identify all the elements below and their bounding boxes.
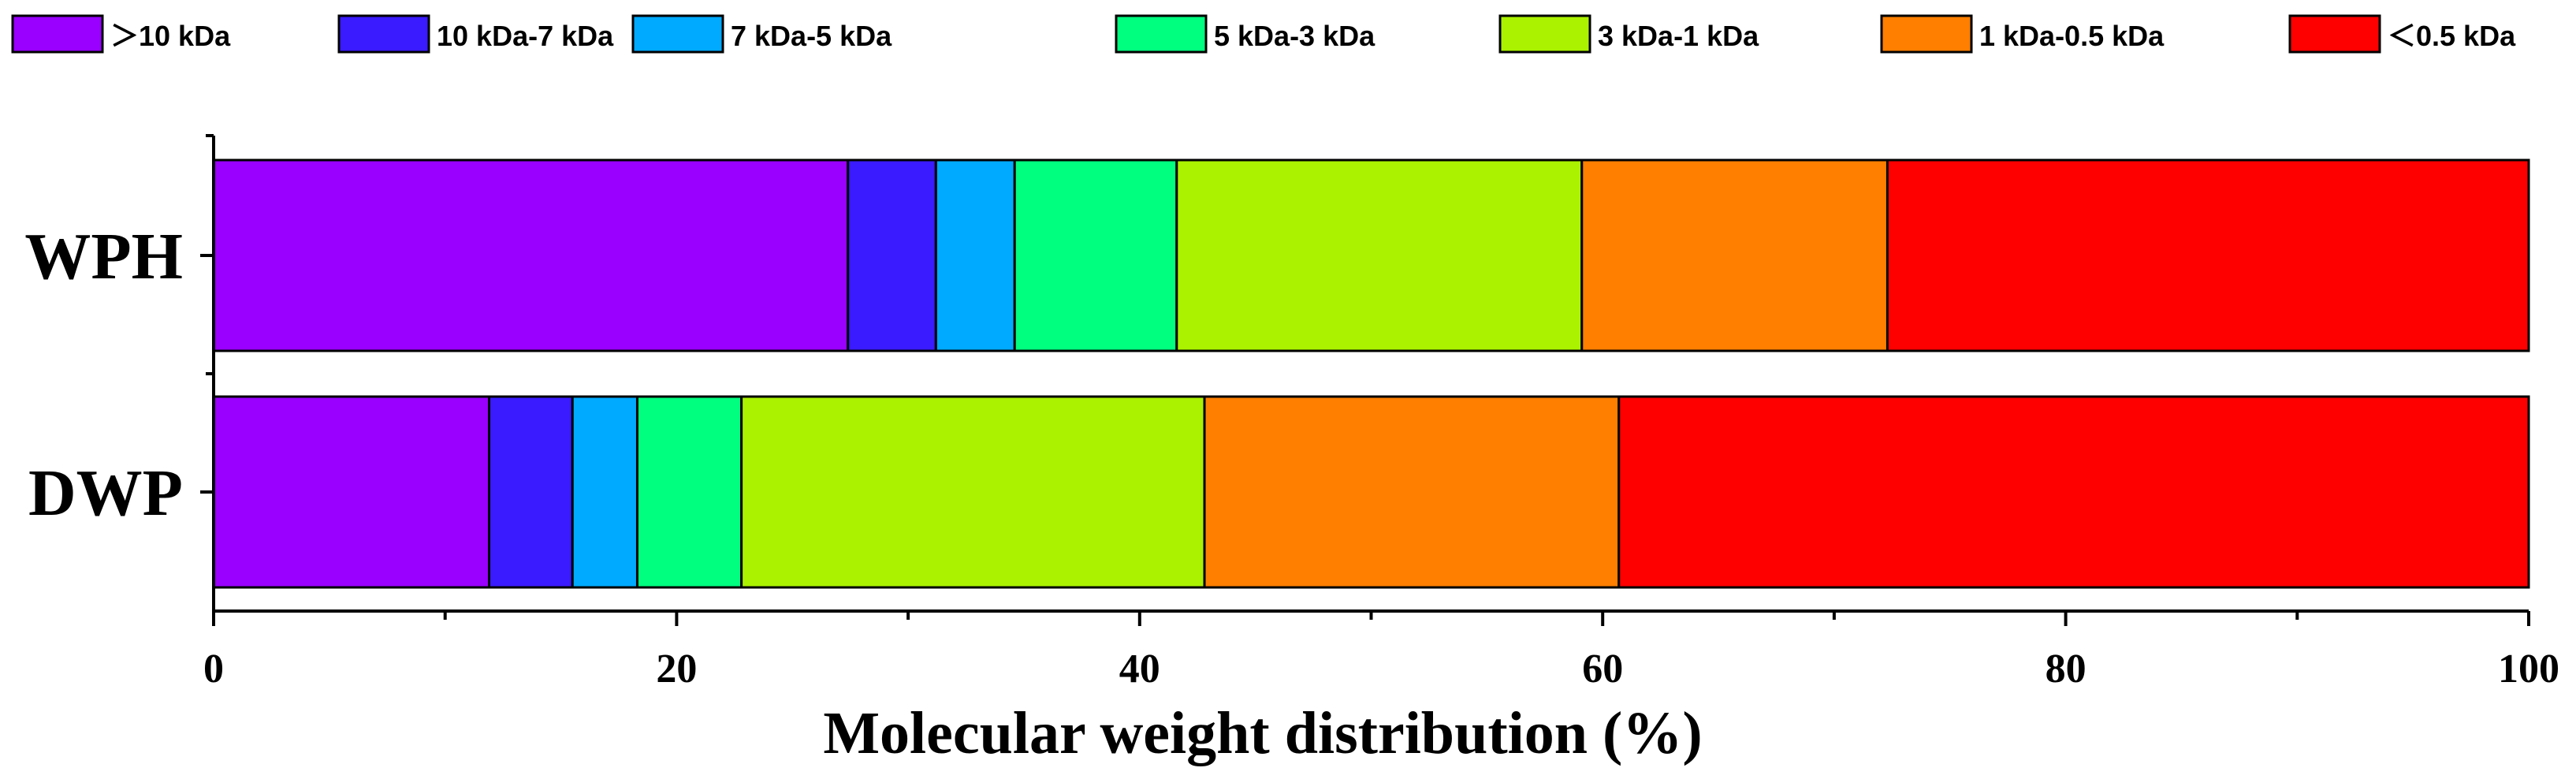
legend-label-2: 7 kDa-5 kDa [731, 20, 892, 52]
legend-label-6: ＜0.5 kDa [2388, 20, 2516, 52]
x-axis-title: Molecular weight distribution (%) [823, 700, 1702, 766]
legend-swatch-4 [1498, 14, 1591, 54]
legend-swatch-0 [11, 14, 104, 54]
bar-wph-seg-2 [934, 158, 1016, 352]
bar-dwp-seg-1 [488, 395, 574, 589]
legend-label-1: 10 kDa-7 kDa [437, 20, 614, 52]
bar-dwp-seg-4 [740, 395, 1206, 589]
x-tick-label-40: 40 [1119, 647, 1160, 691]
legend: ＞10 kDa 10 kDa-7 kDa 7 kDa-5 kDa 5 kDa-3 kD… [11, 14, 2516, 54]
legend-swatch-1 [337, 14, 430, 54]
bar-wph-seg-5 [1580, 158, 1889, 352]
x-tick-label-20: 20 [656, 647, 697, 691]
legend-label-3: 5 kDa-3 kDa [1214, 20, 1375, 52]
legend-label-4: 3 kDa-1 kDa [1598, 20, 1759, 52]
bar-dwp-seg-5 [1203, 395, 1621, 589]
bar-dwp-seg-6 [1617, 395, 2530, 589]
axes: WPH DWP 0 20 40 60 80 100 [24, 134, 2559, 691]
bar-dwp-seg-3 [635, 395, 743, 589]
bar-wph-seg-0 [212, 158, 850, 352]
legend-label-5: 1 kDa-0.5 kDa [1979, 20, 2165, 52]
legend-label-0: ＞10 kDa [110, 20, 231, 52]
bar-wph-seg-3 [1013, 158, 1178, 352]
bar-dwp-seg-0 [212, 395, 491, 589]
bar-wph-seg-6 [1885, 158, 2530, 352]
y-tick-label-dwp: DWP [28, 457, 183, 530]
legend-swatch-5 [1880, 14, 1973, 54]
legend-swatch-6 [2288, 14, 2381, 54]
x-tick-label-100: 100 [2498, 647, 2559, 691]
bar-area [212, 158, 2530, 589]
legend-swatch-3 [1115, 14, 1208, 54]
x-tick-label-60: 60 [1582, 647, 1623, 691]
y-tick-label-wph: WPH [24, 220, 183, 293]
x-tick-label-80: 80 [2046, 647, 2086, 691]
x-tick-label-0: 0 [203, 647, 224, 691]
bar-wph-seg-1 [847, 158, 937, 352]
bar-dwp-seg-2 [571, 395, 638, 589]
legend-swatch-2 [631, 14, 724, 54]
bar-wph-seg-4 [1175, 158, 1584, 352]
